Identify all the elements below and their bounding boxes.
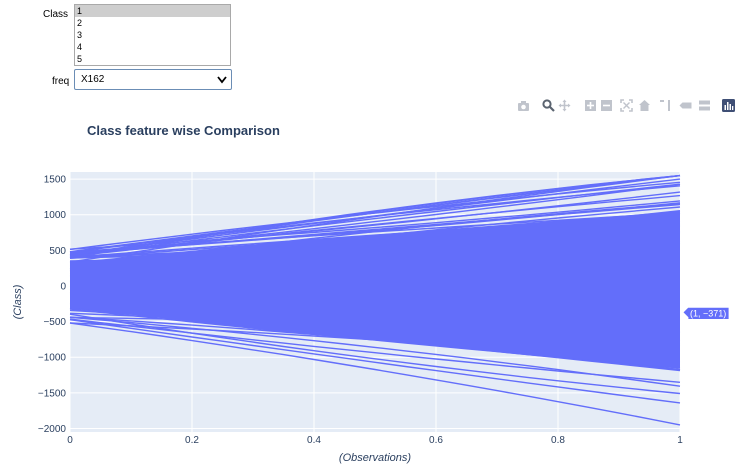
camera-icon[interactable] — [517, 99, 530, 112]
plotly-logo-icon[interactable] — [722, 99, 735, 112]
series-lines — [69, 174, 681, 426]
x-tick-label: 0.6 — [429, 435, 443, 446]
class-option[interactable]: 4 — [77, 42, 83, 52]
hover-compare-icon[interactable] — [698, 99, 711, 112]
x-tick-label: 1 — [677, 435, 683, 446]
class-label: Class — [43, 9, 69, 20]
series-line[interactable] — [69, 319, 681, 404]
freq-dropdown[interactable]: X162 — [74, 69, 232, 90]
x-tick-label: 0.2 — [185, 435, 199, 446]
hover-label-text: (1, −371) — [690, 308, 726, 318]
freq-label: freq — [52, 76, 70, 87]
y-tick-label: −500 — [43, 317, 66, 328]
y-tick-label: −1500 — [38, 388, 67, 399]
class-option[interactable]: 1 — [75, 5, 230, 17]
hover-label: (1, −371) — [682, 307, 730, 320]
x-tick-label: 0 — [67, 435, 73, 446]
zoom-in-icon[interactable] — [584, 99, 597, 112]
zoom-icon[interactable] — [542, 99, 555, 112]
freq-dropdown-value: X162 — [81, 74, 105, 85]
y-tick-label: 1500 — [44, 175, 67, 186]
zoom-out-icon[interactable] — [600, 99, 613, 112]
class-option[interactable]: 3 — [77, 30, 83, 40]
reset-axes-icon[interactable] — [638, 99, 651, 112]
series-line[interactable] — [69, 185, 681, 253]
chart-title: Class feature wise Comparison — [87, 123, 280, 138]
series-line[interactable] — [69, 318, 681, 383]
autoscale-icon[interactable] — [620, 99, 633, 112]
series-line[interactable] — [69, 322, 681, 426]
pan-icon[interactable] — [558, 99, 571, 112]
series-line[interactable] — [69, 174, 681, 256]
x-tick-label: 0.8 — [551, 435, 565, 446]
y-tick-label: −1000 — [38, 353, 67, 364]
hover-closest-icon[interactable] — [679, 99, 692, 112]
y-tick-label: −2000 — [38, 424, 67, 435]
x-tick-label: 0.4 — [307, 435, 321, 446]
y-tick-label: 1000 — [44, 210, 67, 221]
y-tick-label: 0 — [60, 281, 66, 292]
series-line[interactable] — [69, 202, 681, 254]
y-tick-label: 500 — [49, 246, 66, 257]
class-option[interactable]: 2 — [77, 18, 83, 28]
series-band[interactable] — [70, 211, 680, 368]
class-option[interactable]: 5 — [77, 54, 83, 64]
y-axis-title: (Class) — [12, 284, 24, 319]
x-axis-title: (Observations) — [339, 452, 411, 464]
series-line[interactable] — [69, 200, 681, 250]
spike-lines-icon[interactable] — [659, 99, 672, 112]
chevron-down-icon — [217, 76, 227, 84]
hover-label-box — [682, 307, 730, 320]
